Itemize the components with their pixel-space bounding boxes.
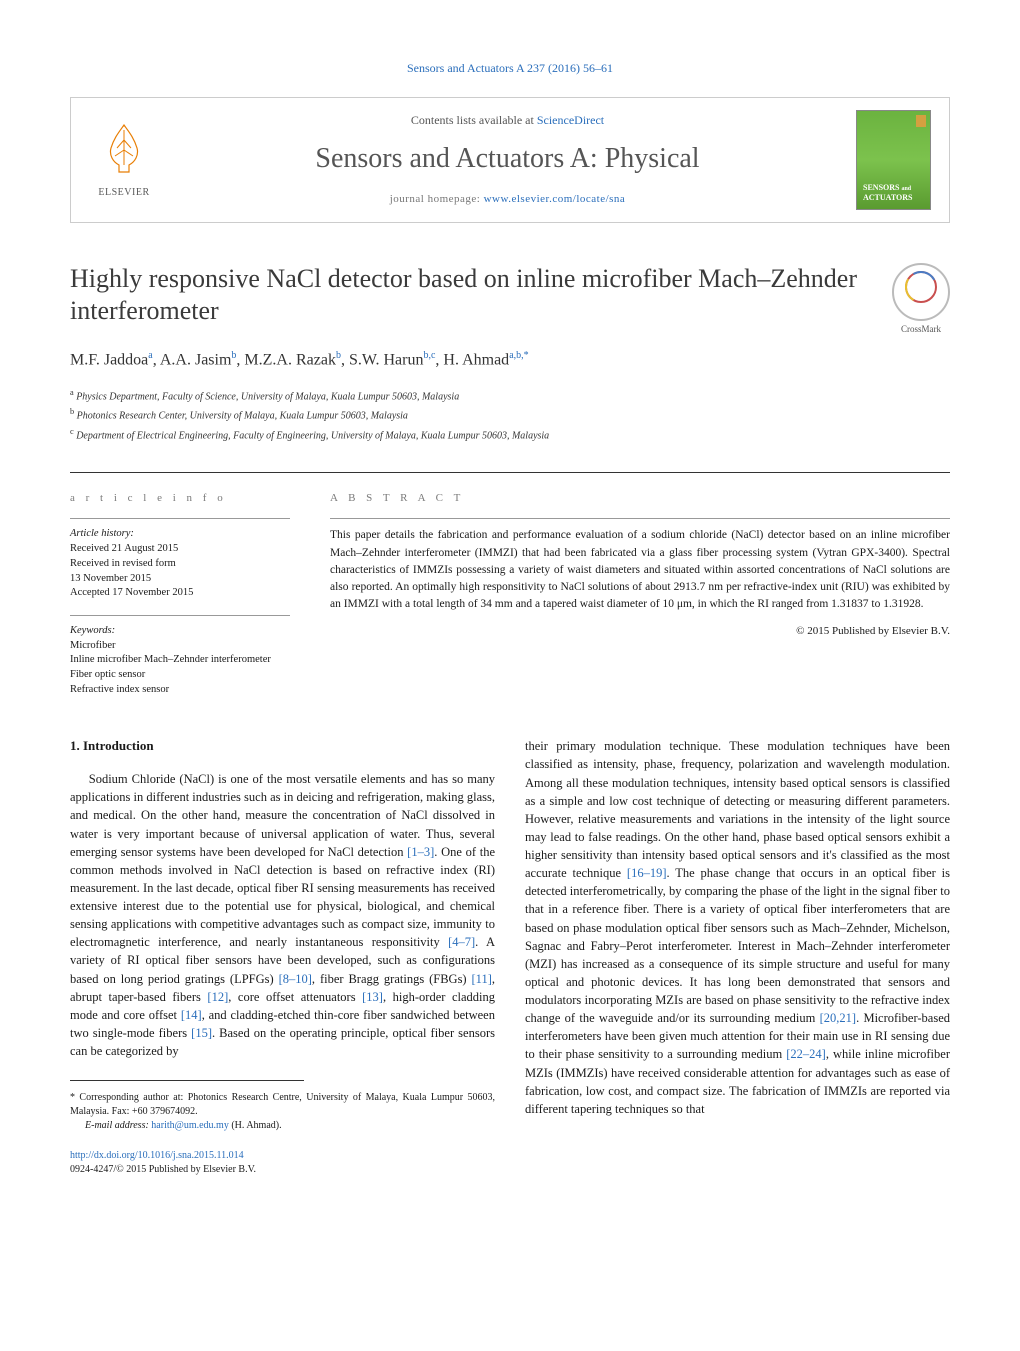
affiliations: a Physics Department, Faculty of Science… — [70, 386, 950, 444]
history-line: Received in revised form — [70, 557, 290, 572]
citation-ref[interactable]: [13] — [362, 990, 383, 1004]
history-line: Accepted 17 November 2015 — [70, 586, 290, 601]
article-history: Article history: Received 21 August 2015… — [70, 518, 290, 600]
keywords-label: Keywords: — [70, 624, 290, 639]
body-columns: 1. Introduction Sodium Chloride (NaCl) i… — [70, 737, 950, 1177]
contents-lists-line: Contents lists available at ScienceDirec… — [159, 112, 856, 129]
body-para-1: Sodium Chloride (NaCl) is one of the mos… — [70, 770, 495, 1060]
publisher-logo: ELSEVIER — [89, 117, 159, 202]
body-column-right: their primary modulation technique. Thes… — [525, 737, 950, 1177]
affiliation-line: c Department of Electrical Engineering, … — [70, 425, 950, 444]
corresponding-text: * Corresponding author at: Photonics Res… — [70, 1091, 495, 1119]
history-line: 13 November 2015 — [70, 572, 290, 587]
email-label: E-mail address: — [85, 1120, 151, 1131]
cover-corner-icon — [916, 115, 926, 127]
history-label: Article history: — [70, 527, 290, 542]
article-title: Highly responsive NaCl detector based on… — [70, 263, 892, 328]
publisher-name: ELSEVIER — [98, 186, 149, 200]
journal-cover-thumbnail: SENSORS and ACTUATORS — [856, 110, 931, 210]
citation-ref[interactable]: [1–3] — [407, 845, 434, 859]
affiliation-line: a Physics Department, Faculty of Science… — [70, 386, 950, 405]
citation-ref[interactable]: [20,21] — [820, 1011, 856, 1025]
section-heading-introduction: 1. Introduction — [70, 737, 495, 756]
sciencedirect-link[interactable]: ScienceDirect — [537, 113, 604, 127]
cover-and: and — [901, 186, 911, 192]
citation-ref[interactable]: [12] — [207, 990, 228, 1004]
citation-ref[interactable]: [4–7] — [448, 935, 475, 949]
citation-ref[interactable]: [15] — [191, 1026, 212, 1040]
affiliation-line: b Photonics Research Center, University … — [70, 405, 950, 424]
homepage-prefix: journal homepage: — [390, 193, 484, 205]
article-info-label: a r t i c l e i n f o — [70, 491, 290, 506]
abstract-label: A B S T R A C T — [330, 491, 950, 506]
publisher-tree-icon — [99, 120, 149, 182]
issue-citation[interactable]: Sensors and Actuators A 237 (2016) 56–61 — [70, 60, 950, 77]
keyword: Microfiber — [70, 639, 290, 654]
crossmark-label: CrossMark — [901, 323, 941, 336]
crossmark-badge[interactable]: CrossMark — [892, 263, 950, 336]
authors-line: M.F. Jaddoaa, A.A. Jasimb, M.Z.A. Razakb… — [70, 349, 950, 372]
footnote-rule — [70, 1080, 304, 1081]
citation-ref[interactable]: [11] — [472, 972, 492, 986]
keyword: Fiber optic sensor — [70, 668, 290, 683]
cover-line2: ACTUATORS — [863, 193, 913, 202]
history-line: Received 21 August 2015 — [70, 542, 290, 557]
body-para-2: their primary modulation technique. Thes… — [525, 737, 950, 1118]
homepage-line: journal homepage: www.elsevier.com/locat… — [159, 192, 856, 207]
cover-text: SENSORS and ACTUATORS — [863, 183, 924, 203]
corresponding-footnote: * Corresponding author at: Photonics Res… — [70, 1091, 495, 1133]
corresponding-email-link[interactable]: harith@um.edu.my — [151, 1120, 229, 1131]
journal-header: ELSEVIER Contents lists available at Sci… — [70, 97, 950, 223]
doi-link[interactable]: http://dx.doi.org/10.1016/j.sna.2015.11.… — [70, 1150, 244, 1161]
citation-ref[interactable]: [22–24] — [786, 1047, 826, 1061]
citation-ref[interactable]: [16–19] — [627, 866, 667, 880]
keyword: Refractive index sensor — [70, 683, 290, 698]
cover-line1: SENSORS — [863, 183, 899, 192]
citation-ref[interactable]: [8–10] — [279, 972, 312, 986]
abstract-text: This paper details the fabrication and p… — [330, 518, 950, 613]
keyword: Inline microfiber Mach–Zehnder interfero… — [70, 653, 290, 668]
homepage-link[interactable]: www.elsevier.com/locate/sna — [484, 193, 626, 205]
journal-name: Sensors and Actuators A: Physical — [159, 139, 856, 178]
keywords-block: Keywords: MicrofiberInline microfiber Ma… — [70, 615, 290, 697]
article-info-column: a r t i c l e i n f o Article history: R… — [70, 491, 290, 697]
email-person: (H. Ahmad). — [229, 1120, 282, 1131]
doi-block: http://dx.doi.org/10.1016/j.sna.2015.11.… — [70, 1149, 495, 1177]
crossmark-icon — [903, 269, 939, 314]
citation-ref[interactable]: [14] — [181, 1008, 202, 1022]
abstract-column: A B S T R A C T This paper details the f… — [330, 491, 950, 697]
contents-prefix: Contents lists available at — [411, 113, 537, 127]
abstract-copyright: © 2015 Published by Elsevier B.V. — [330, 624, 950, 639]
header-center: Contents lists available at ScienceDirec… — [159, 112, 856, 207]
issn-line: 0924-4247/© 2015 Published by Elsevier B… — [70, 1164, 256, 1175]
body-column-left: 1. Introduction Sodium Chloride (NaCl) i… — [70, 737, 495, 1177]
